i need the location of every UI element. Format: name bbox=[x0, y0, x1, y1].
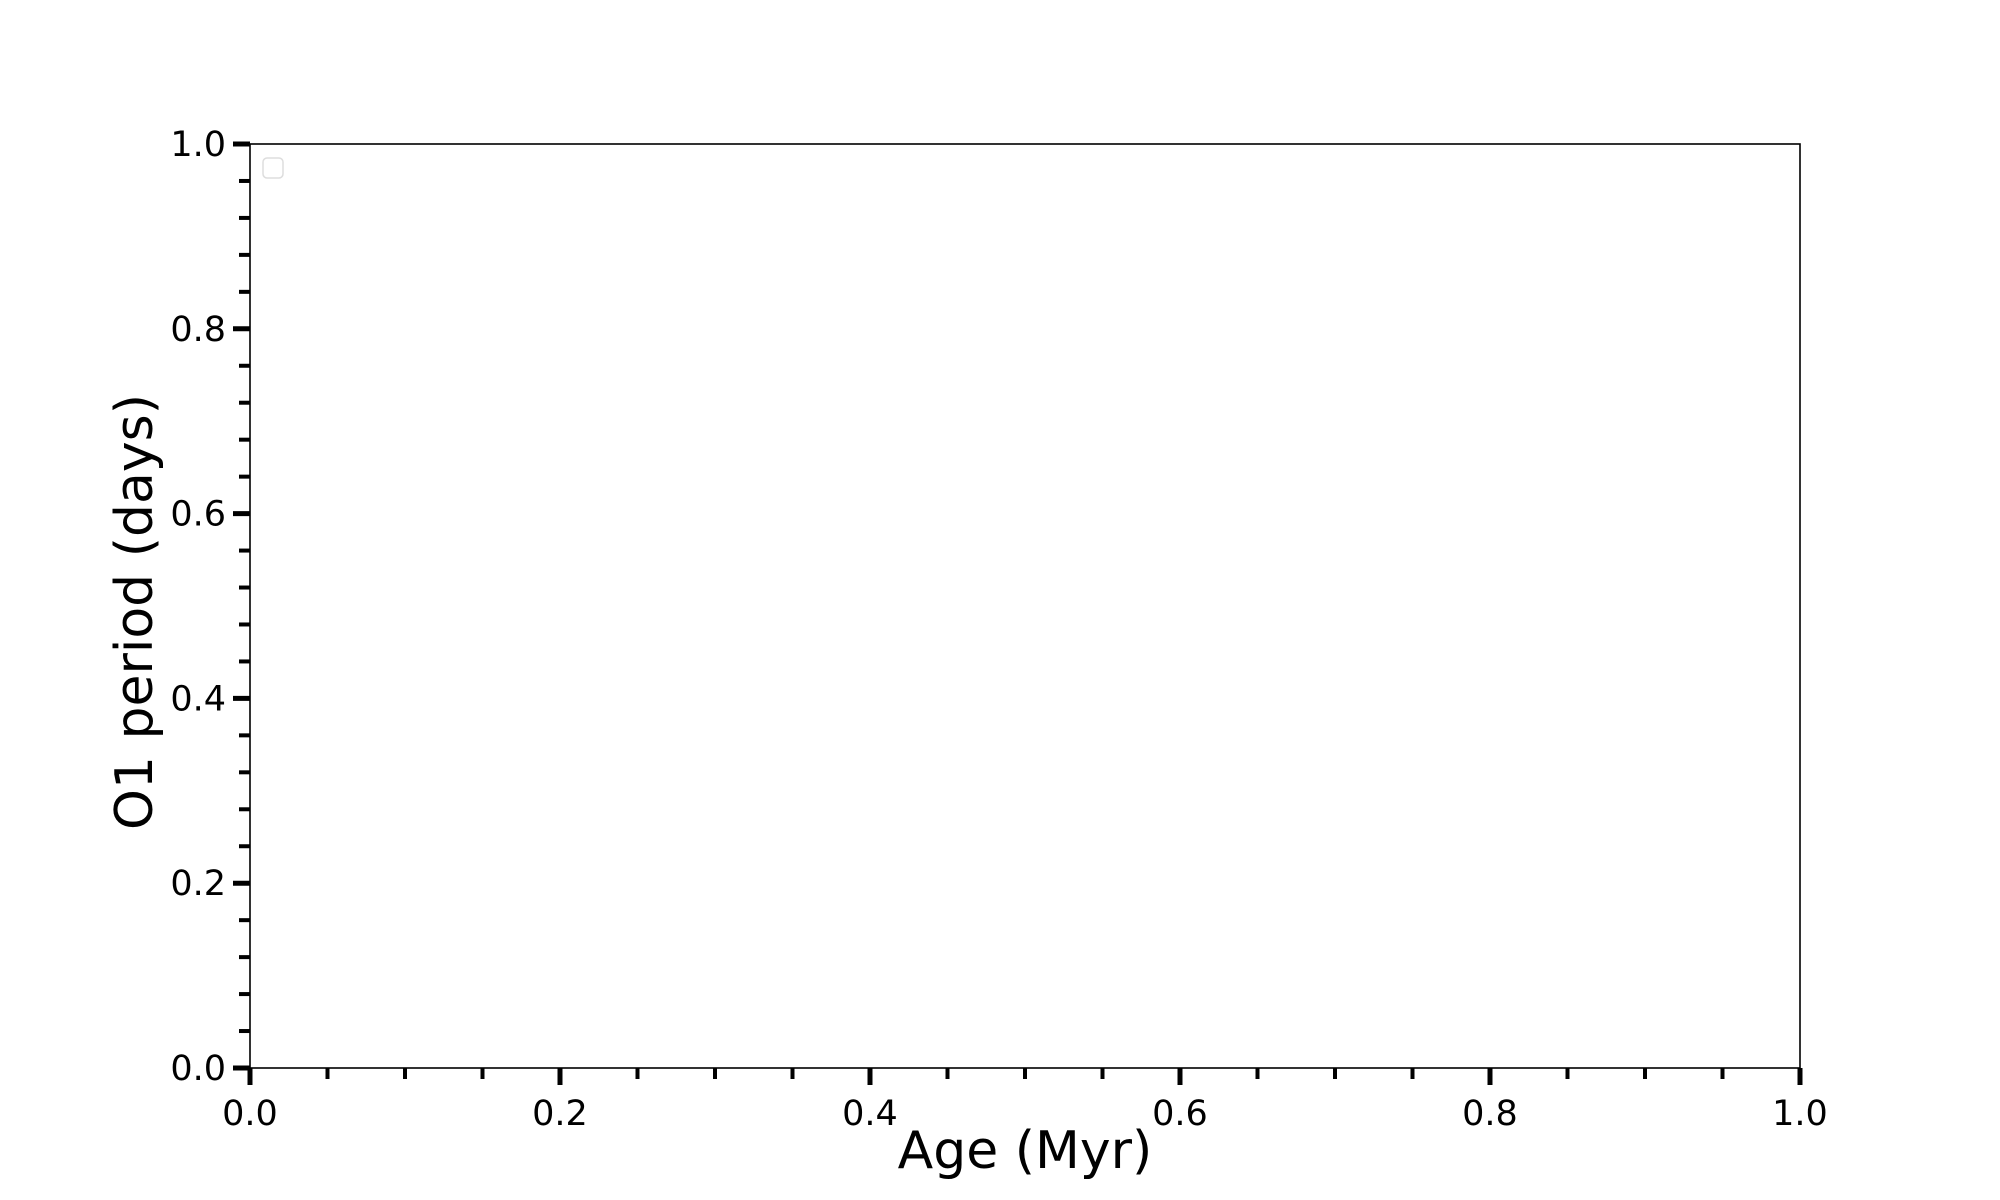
y-axis-label: O1 period (days) bbox=[105, 394, 165, 830]
x-tick-label: 0.6 bbox=[1152, 1094, 1208, 1134]
y-tick-label: 0.8 bbox=[170, 310, 226, 350]
legend-box bbox=[262, 157, 284, 179]
x-tick-label: 0.0 bbox=[222, 1094, 278, 1134]
ticks: 0.0 0.2 0.4 0.6 0.8 1.0 0.0 0.2 0.4 0.6 0.8 1.0 bbox=[170, 125, 1828, 1134]
y-tick-label: 0.6 bbox=[170, 495, 226, 535]
y-tick-label: 1.0 bbox=[170, 125, 226, 165]
plot-area-frame bbox=[249, 143, 1801, 1069]
x-tick-label: 0.4 bbox=[842, 1094, 898, 1134]
y-tick-label: 0.4 bbox=[170, 679, 226, 719]
y-tick-label: 0.2 bbox=[170, 864, 226, 904]
x-tick-label: 1.0 bbox=[1772, 1094, 1828, 1134]
x-axis-label: Age (Myr) bbox=[898, 1121, 1153, 1181]
x-tick-label: 0.2 bbox=[532, 1094, 588, 1134]
x-tick-label: 0.8 bbox=[1462, 1094, 1518, 1134]
y-tick-label: 0.0 bbox=[170, 1049, 226, 1089]
